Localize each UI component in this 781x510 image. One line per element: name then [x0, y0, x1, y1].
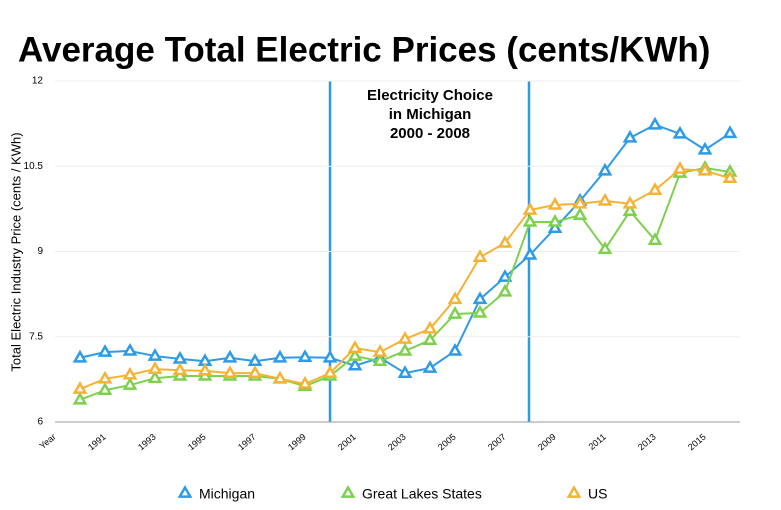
y-tick-label: 6 — [37, 417, 43, 428]
point-marker — [522, 202, 538, 215]
legend-label: Michigan — [199, 486, 255, 502]
legend-label: US — [588, 486, 607, 502]
point-marker — [672, 125, 688, 139]
point-marker — [397, 331, 413, 344]
point-marker — [347, 340, 363, 353]
legend-marker — [340, 484, 356, 498]
point-marker — [522, 213, 538, 227]
point-marker — [247, 365, 263, 378]
point-marker — [622, 203, 638, 216]
point-marker — [72, 381, 88, 394]
point-marker — [372, 344, 388, 357]
point-marker — [447, 342, 463, 356]
chart-title: Average Total Electric Prices (cents/KWh… — [18, 30, 710, 69]
annotation: in Michigan — [389, 106, 472, 123]
point-marker — [247, 353, 263, 367]
point-marker — [672, 161, 688, 174]
point-marker — [397, 342, 413, 356]
point-marker — [347, 348, 363, 361]
point-marker — [597, 192, 613, 206]
point-marker — [72, 349, 88, 363]
point-marker — [97, 370, 113, 384]
point-marker — [422, 332, 438, 345]
point-marker — [397, 365, 413, 378]
annotation: 2000 - 2008 — [390, 125, 470, 142]
point-marker — [697, 162, 713, 176]
x-tick-label: 2015 — [686, 432, 708, 453]
point-marker — [122, 377, 138, 390]
x-tick-label: 2009 — [536, 432, 558, 453]
point-marker — [722, 170, 738, 184]
x-tick-label: 1997 — [236, 432, 258, 453]
point-marker — [722, 125, 738, 139]
point-marker — [347, 357, 363, 371]
point-marker — [497, 283, 513, 297]
point-marker — [222, 365, 238, 378]
point-marker — [597, 241, 613, 255]
annotation: Electricity Choice — [367, 87, 493, 104]
point-marker — [497, 234, 513, 248]
point-marker — [272, 349, 288, 363]
point-marker — [297, 375, 313, 389]
point-marker — [547, 196, 563, 210]
x-tick-label: 2011 — [587, 432, 608, 452]
point-marker — [522, 246, 538, 260]
point-marker — [597, 162, 613, 176]
point-marker — [122, 366, 138, 380]
point-marker — [647, 232, 663, 245]
point-marker — [122, 342, 138, 356]
x-tick-label: 2013 — [636, 432, 658, 453]
point-marker — [447, 291, 463, 305]
y-tick-label: 12 — [32, 76, 44, 87]
point-marker — [372, 353, 388, 367]
x-tick-label: 1991 — [86, 432, 108, 453]
point-marker — [72, 391, 88, 405]
point-marker — [222, 349, 238, 363]
y-tick-label: 9 — [37, 246, 43, 257]
x-tick-label: 1999 — [286, 432, 308, 453]
point-marker — [547, 220, 563, 234]
point-marker — [472, 304, 488, 318]
legend-label: Great Lakes States — [362, 486, 482, 502]
point-marker — [647, 116, 663, 130]
point-marker — [647, 182, 663, 195]
point-marker — [322, 365, 338, 378]
x-tick-label: 2007 — [486, 432, 508, 453]
point-marker — [472, 291, 488, 305]
point-marker — [172, 350, 188, 364]
point-marker — [422, 320, 438, 334]
point-marker — [147, 361, 163, 374]
x-tick-label: Year — [37, 432, 57, 451]
point-marker — [572, 195, 588, 209]
x-tick-label: 1993 — [136, 432, 158, 453]
point-marker — [97, 344, 113, 357]
point-marker — [697, 141, 713, 155]
point-marker — [197, 362, 213, 376]
point-marker — [147, 348, 163, 361]
y-tick-label: 10.5 — [24, 161, 44, 172]
point-marker — [572, 207, 588, 220]
x-tick-label: 2005 — [436, 432, 458, 453]
point-marker — [622, 195, 638, 209]
point-marker — [297, 349, 313, 363]
point-marker — [97, 382, 113, 395]
point-marker — [497, 269, 513, 282]
legend-marker — [177, 484, 193, 498]
point-marker — [322, 349, 338, 363]
legend-marker — [566, 484, 582, 498]
x-tick-label: 2003 — [386, 432, 408, 453]
point-marker — [472, 249, 488, 263]
point-marker — [422, 360, 438, 373]
point-marker — [622, 129, 638, 143]
point-marker — [447, 306, 463, 319]
y-axis-label: Total Electric Industry Price (cents / K… — [8, 132, 23, 371]
x-tick-label: 1995 — [186, 432, 208, 453]
x-tick-label: 2001 — [336, 432, 358, 453]
point-marker — [272, 370, 288, 384]
point-marker — [147, 370, 163, 384]
y-tick-label: 7.5 — [29, 331, 43, 342]
point-marker — [547, 213, 563, 227]
point-marker — [172, 362, 188, 376]
